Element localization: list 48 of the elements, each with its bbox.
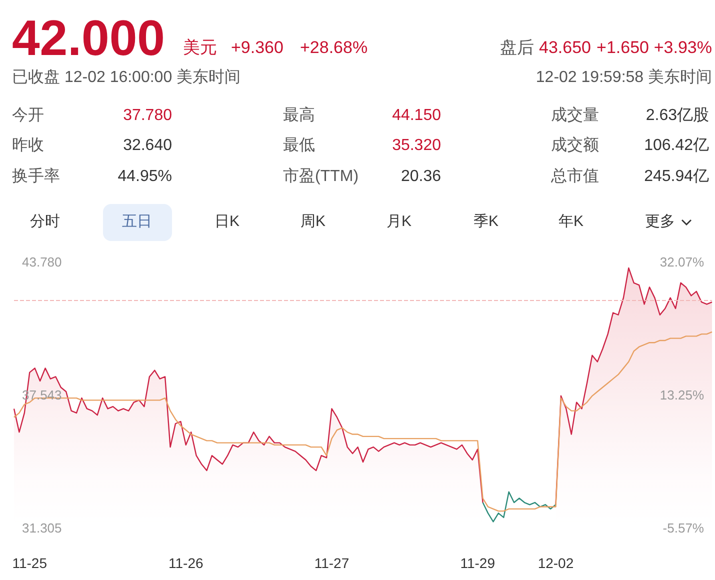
- text: 43.650: [539, 38, 591, 58]
- text: 年K: [557, 212, 584, 232]
- x-tick-label: 11-25: [12, 555, 48, 571]
- text: +1.650: [596, 38, 649, 58]
- y-tick-label: 43.780: [22, 254, 62, 270]
- text: 昨收: [12, 136, 44, 156]
- y-tick-label: 31.305: [22, 520, 62, 536]
- text: 市盈(TTM): [283, 167, 359, 187]
- text: +9.360: [231, 38, 284, 58]
- text: 成交量: [551, 106, 599, 126]
- line-series: [13, 331, 713, 512]
- text: 周K: [299, 212, 326, 232]
- line-series: [482, 491, 556, 522]
- text: 五日: [121, 212, 153, 232]
- text: 季K: [472, 212, 500, 232]
- text: 32.640: [123, 136, 172, 156]
- x-tick-label: 11-29: [460, 555, 496, 571]
- text: 换手率: [12, 167, 60, 187]
- text: 最高: [283, 106, 315, 126]
- text: 成交额: [551, 136, 599, 156]
- text: 日K: [213, 212, 240, 232]
- text: 12-02 19:59:58 美东时间: [536, 68, 712, 88]
- x-tick-label: 12-02: [538, 555, 574, 571]
- text: +3.93%: [654, 38, 712, 58]
- text: 最低: [283, 136, 315, 156]
- text: 106.42亿: [644, 136, 709, 156]
- text: 更多: [644, 212, 676, 232]
- text: 37.780: [123, 106, 172, 126]
- text: 20.36: [400, 167, 441, 187]
- y2-tick-label: 32.07%: [660, 254, 704, 270]
- y2-tick-label: 13.25%: [660, 388, 704, 402]
- y2-tick-label: -5.57%: [662, 520, 704, 536]
- x-tick-label: 11-26: [168, 555, 204, 571]
- text: 今开: [12, 106, 44, 126]
- x-tick-label: 11-27: [314, 555, 350, 571]
- text: 月K: [385, 212, 412, 232]
- text: 44.150: [392, 106, 441, 126]
- text: 35.320: [392, 136, 441, 156]
- text: +28.68%: [300, 38, 368, 58]
- text: 44.95%: [118, 167, 172, 187]
- text: 2.63亿股: [646, 106, 709, 126]
- text: 245.94亿: [644, 167, 709, 187]
- text: 已收盘 12-02 16:00:00 美东时间: [12, 68, 241, 88]
- text: 分时: [29, 212, 61, 232]
- chart-title: 42.000: [12, 10, 165, 66]
- text: 美元: [183, 38, 217, 58]
- text: 盘后: [500, 38, 534, 58]
- text: 总市值: [551, 167, 599, 187]
